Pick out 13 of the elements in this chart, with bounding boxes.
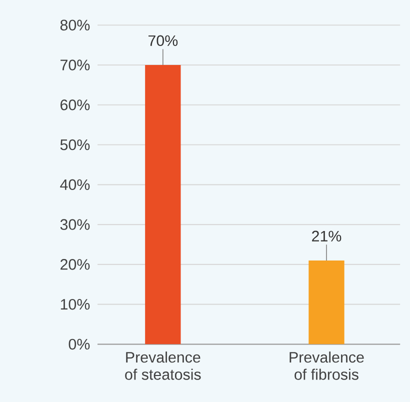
y-tick-label: 40%	[60, 179, 90, 190]
x-tick-label: Prevalence of fibrosis	[290, 351, 364, 380]
y-tick-label: 60%	[60, 99, 90, 110]
y-tick-label: 20%	[60, 258, 90, 270]
y-tick-label: 70%	[60, 59, 90, 70]
data-label: 21%	[312, 230, 342, 242]
y-tick-label: 50%	[60, 139, 90, 150]
y-tick-label: 80%	[60, 20, 90, 30]
y-tick-label: 30%	[60, 219, 90, 230]
y-tick-label: 0%	[68, 338, 90, 350]
data-label: 70%	[148, 35, 178, 46]
x-tick-label: Prevalence of steatosis	[125, 351, 201, 380]
y-tick-label: 10%	[60, 298, 90, 310]
